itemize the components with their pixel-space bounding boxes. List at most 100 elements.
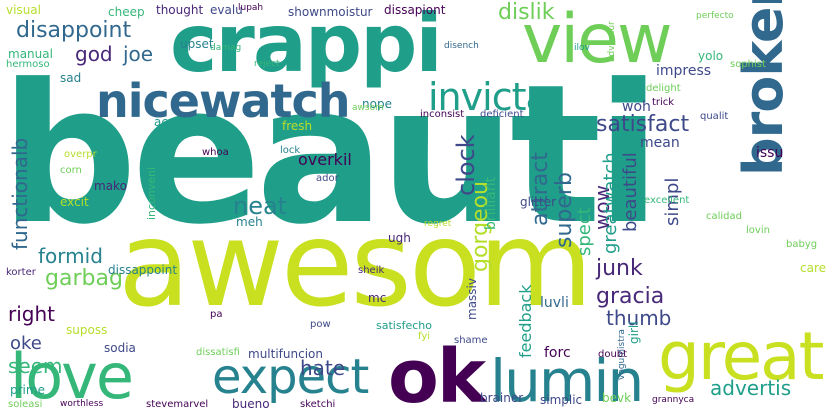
word-gracia: gracia	[596, 284, 665, 309]
word-shownmoistur: shownmoistur	[288, 5, 373, 19]
word-luvli: luvli	[540, 295, 569, 311]
word-joe: joe	[123, 42, 154, 66]
word-perfecto: perfecto	[696, 11, 734, 21]
word-meh: meh	[236, 215, 263, 229]
word-view: view	[522, 0, 673, 79]
word-ugh: ugh	[388, 231, 411, 245]
word-brilliant: brilliant	[483, 176, 499, 230]
word-neat: neat	[233, 192, 288, 220]
word-woh: woh	[622, 99, 651, 115]
word-mako: mako	[94, 179, 127, 193]
word-korter: korter	[6, 267, 36, 278]
word-care: care	[800, 261, 827, 275]
word-simplic: simplic	[540, 393, 583, 407]
word-manual: manual	[8, 47, 53, 61]
word-god: god	[75, 42, 113, 66]
word-great: great	[658, 318, 825, 395]
word-damag: damag	[210, 43, 242, 53]
word-clock: clock	[452, 134, 480, 196]
word-corn: corn	[60, 165, 82, 176]
word-cheep: cheep	[108, 5, 145, 19]
word-dissapiont: dissapiont	[384, 3, 446, 17]
word-lock: lock	[280, 145, 301, 156]
word-delight: delight	[646, 83, 681, 94]
word-inconveni: inconveni	[145, 166, 158, 220]
word-crappi: crappi	[170, 0, 443, 90]
word-visual: visual	[6, 3, 41, 17]
word-qualit: qualit	[700, 111, 729, 122]
word-invicta: invicta	[428, 75, 549, 119]
word-excellent: excellent	[644, 195, 690, 206]
word-fyi: fyi	[418, 331, 431, 342]
word-greatwatch: greatwatch	[600, 152, 621, 254]
word-disench: disench	[444, 41, 479, 51]
word-lupah: lupah	[238, 3, 264, 13]
word-dissatisfi: dissatisfi	[196, 347, 240, 358]
word-spect: spect	[574, 207, 595, 256]
word-attract: attract	[528, 152, 553, 226]
word-soleasi: soleasi	[8, 399, 43, 410]
word-worthless: worthless	[60, 399, 104, 409]
word-deficient: deficient	[480, 109, 524, 120]
word-ador: ador	[316, 173, 339, 184]
word-excit: excit	[60, 195, 89, 209]
word-hermoso: hermoso	[6, 59, 50, 70]
word-superb: superb	[552, 172, 577, 248]
word-expect: expect	[212, 349, 369, 405]
word-upset: upset	[180, 37, 214, 51]
word-accept: accept	[154, 115, 195, 129]
word-reject: reject	[254, 59, 280, 69]
word-advertis: advertis	[710, 376, 792, 400]
word-dissappoint: dissappoint	[108, 263, 178, 277]
word-junk: junk	[596, 256, 643, 281]
word-mc: mc	[368, 291, 387, 305]
word-sophist: sophist	[730, 59, 766, 70]
word-whoa: whoa	[202, 147, 229, 158]
word-impress: impress	[656, 63, 712, 79]
word-love: love	[10, 340, 134, 413]
word-pa: pa	[210, 309, 223, 320]
word-prime: prime	[10, 383, 45, 397]
word-mean: mean	[640, 135, 680, 151]
word-awesom: awesom	[118, 195, 593, 333]
word-ok: ok	[388, 334, 486, 418]
word-shame: shame	[454, 335, 488, 346]
word-nicewatch: nicewatch	[96, 74, 351, 128]
word-fresh: fresh	[282, 119, 313, 133]
word-yolo: yolo	[698, 49, 724, 63]
word-forc: forc	[544, 345, 571, 361]
word-inconsist: inconsist	[420, 109, 465, 120]
word-thumb: thumb	[606, 306, 672, 330]
word-lumin: lumin	[490, 347, 644, 415]
word-massiv: massiv	[465, 278, 479, 320]
word-adventur: adventur	[607, 21, 617, 62]
word-bevk: bevk	[602, 391, 632, 405]
word-bueno: bueno	[232, 397, 270, 411]
word-satisfact: satisfact	[596, 112, 690, 137]
word-sheik: sheik	[358, 265, 385, 276]
word-overpr: overpr	[64, 149, 97, 160]
word-multifuncion: multifuncion	[248, 347, 323, 361]
word-brainer: brainer	[480, 391, 524, 405]
word-doubt: doubt	[598, 349, 628, 360]
word-sad: sad	[60, 71, 82, 85]
word-formid: formid	[38, 244, 103, 268]
word-disappoint: disappoint	[16, 18, 132, 43]
word-grannyca: grannyca	[652, 395, 695, 405]
word-pow: pow	[310, 319, 331, 330]
word-functionalb: functionalb	[8, 137, 32, 250]
word-babyg: babyg	[786, 239, 818, 250]
word-suposs: suposs	[66, 323, 108, 337]
word-beauti: beauti	[0, 44, 661, 267]
word-garbag: garbag	[45, 266, 123, 291]
word-seem: seem	[8, 354, 63, 378]
word-calidad: calidad	[706, 211, 743, 222]
word-girli: girli	[627, 321, 641, 344]
word-beautiful: beautiful	[620, 152, 641, 232]
word-evalu: evalu	[210, 3, 243, 17]
word-glitter: glitter	[520, 195, 557, 209]
word-sodia: sodia	[104, 341, 136, 355]
word-overkil: overkil	[298, 150, 352, 169]
word-satisfecho: satisfecho	[376, 319, 432, 332]
